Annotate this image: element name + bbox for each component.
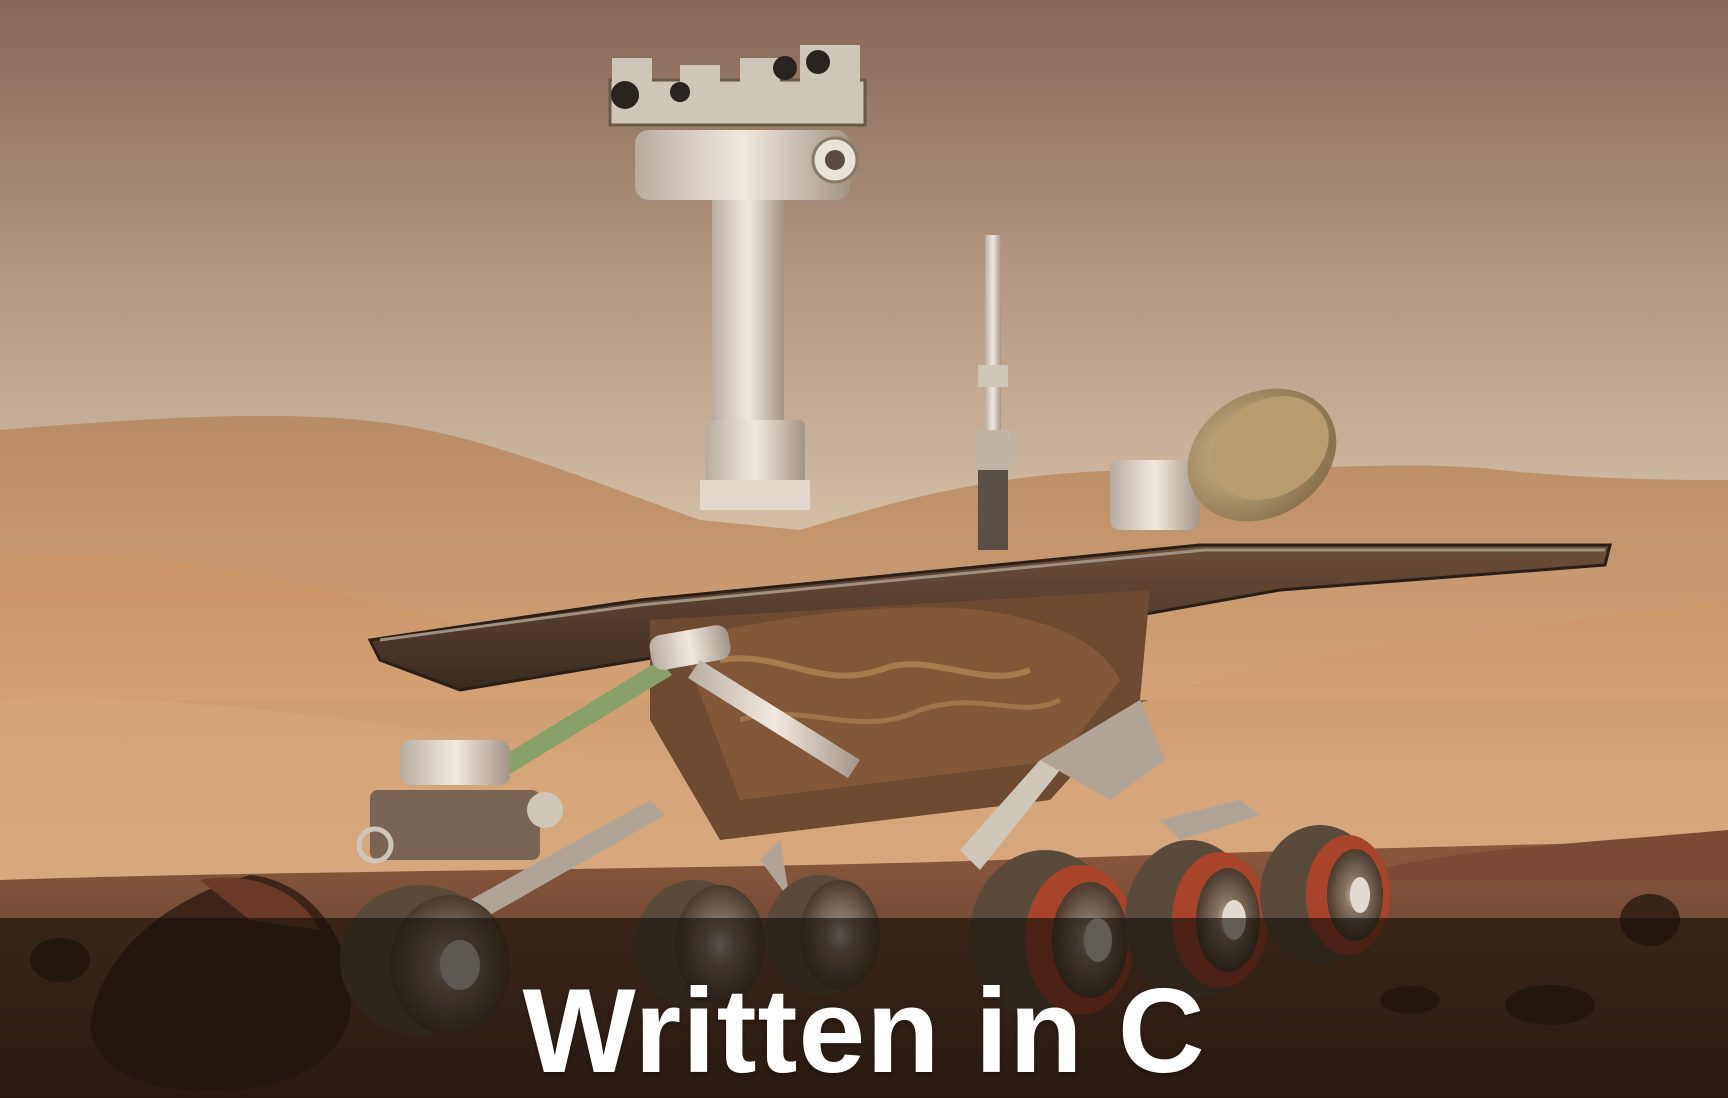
caption-bar [0,918,1728,1098]
camera-mast [712,190,784,450]
camera-head [635,130,850,200]
caption-title: Written in C [522,964,1206,1098]
robotic-arm [480,660,672,785]
